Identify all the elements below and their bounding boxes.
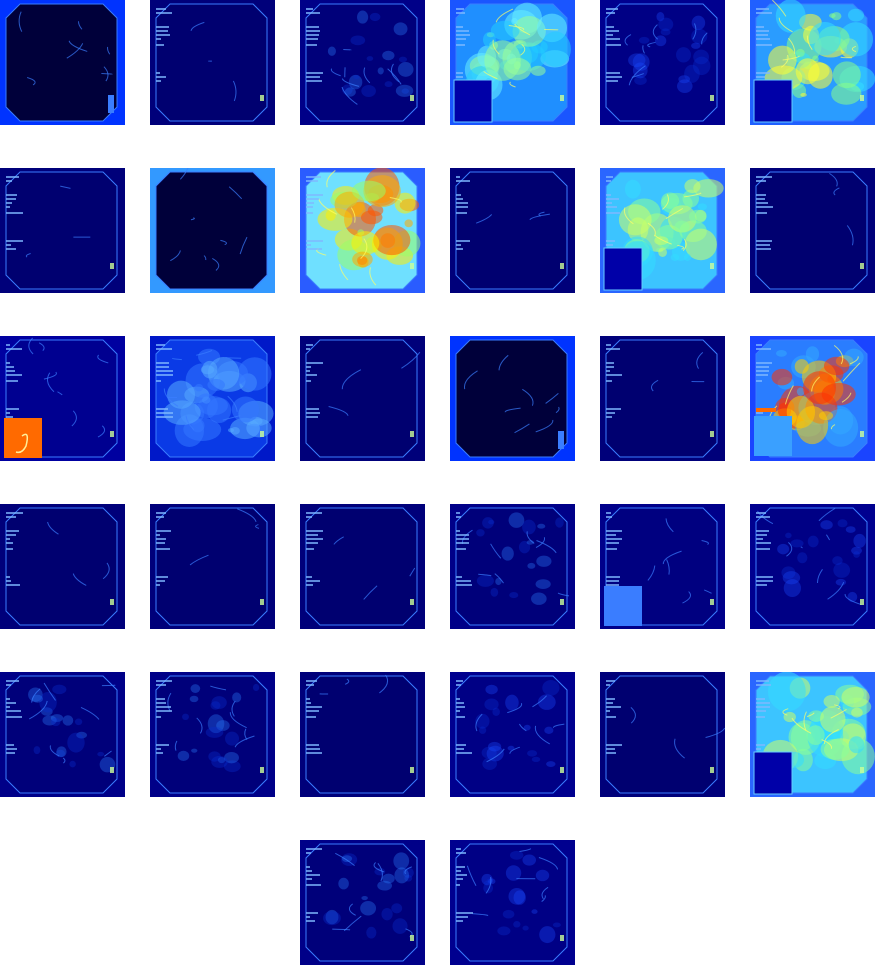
heatmap-image — [300, 840, 425, 965]
heatmap-image — [600, 0, 725, 125]
heatmap-image — [450, 168, 575, 293]
heatmap-image — [750, 672, 875, 797]
heatmap-tile-7 — [0, 168, 125, 293]
heatmap-tile-12 — [750, 168, 875, 293]
heatmap-image — [300, 0, 425, 125]
heatmap-image — [150, 168, 275, 293]
heatmap-image — [150, 672, 275, 797]
heatmap-tile-10 — [450, 168, 575, 293]
heatmap-image — [300, 672, 425, 797]
heatmap-tile-5 — [600, 0, 725, 125]
heatmap-tile-4 — [450, 0, 575, 125]
heatmap-tile-9 — [300, 168, 425, 293]
heatmap-tile-8 — [150, 168, 275, 293]
heatmap-tile-27 — [300, 672, 425, 797]
heatmap-image — [450, 672, 575, 797]
heatmap-tile-23 — [600, 504, 725, 629]
heatmap-image — [300, 336, 425, 461]
heatmap-tile-30 — [750, 672, 875, 797]
heatmap-tile-18 — [750, 336, 875, 461]
heatmap-image — [150, 336, 275, 461]
heatmap-tile-28 — [450, 672, 575, 797]
heatmap-image — [150, 0, 275, 125]
heatmap-image — [600, 336, 725, 461]
heatmap-tile-2 — [150, 0, 275, 125]
heatmap-image — [0, 336, 125, 461]
heatmap-image — [750, 336, 875, 461]
heatmap-tile-11 — [600, 168, 725, 293]
heatmap-tile-25 — [0, 672, 125, 797]
heatmap-image — [450, 504, 575, 629]
heatmap-tile-22 — [450, 504, 575, 629]
heatmap-tile-17 — [600, 336, 725, 461]
heatmap-tile-3 — [300, 0, 425, 125]
heatmap-image — [0, 0, 125, 125]
heatmap-image — [0, 672, 125, 797]
heatmap-tile-24 — [750, 504, 875, 629]
heatmap-tile-15 — [300, 336, 425, 461]
heatmap-tile-29 — [600, 672, 725, 797]
heatmap-image — [750, 168, 875, 293]
heatmap-image — [450, 840, 575, 965]
heatmap-tile-13 — [0, 336, 125, 461]
heatmap-tile-31 — [300, 840, 425, 965]
heatmap-tile-32 — [450, 840, 575, 965]
heatmap-tile-20 — [150, 504, 275, 629]
heatmap-tile-1 — [0, 0, 125, 125]
heatmap-tile-14 — [150, 336, 275, 461]
heatmap-image — [450, 336, 575, 461]
heatmap-tile-19 — [0, 504, 125, 629]
heatmap-image — [600, 672, 725, 797]
heatmap-tile-16 — [450, 336, 575, 461]
heatmap-tile-21 — [300, 504, 425, 629]
heatmap-tile-26 — [150, 672, 275, 797]
heatmap-image — [300, 504, 425, 629]
heatmap-image — [600, 504, 725, 629]
heatmap-image — [450, 0, 575, 125]
heatmap-image — [600, 168, 725, 293]
heatmap-image — [150, 504, 275, 629]
heatmap-image — [0, 168, 125, 293]
heatmap-image — [0, 504, 125, 629]
heatmap-image — [300, 168, 425, 293]
heatmap-image — [750, 0, 875, 125]
heatmap-tile-6 — [750, 0, 875, 125]
heatmap-image — [750, 504, 875, 629]
